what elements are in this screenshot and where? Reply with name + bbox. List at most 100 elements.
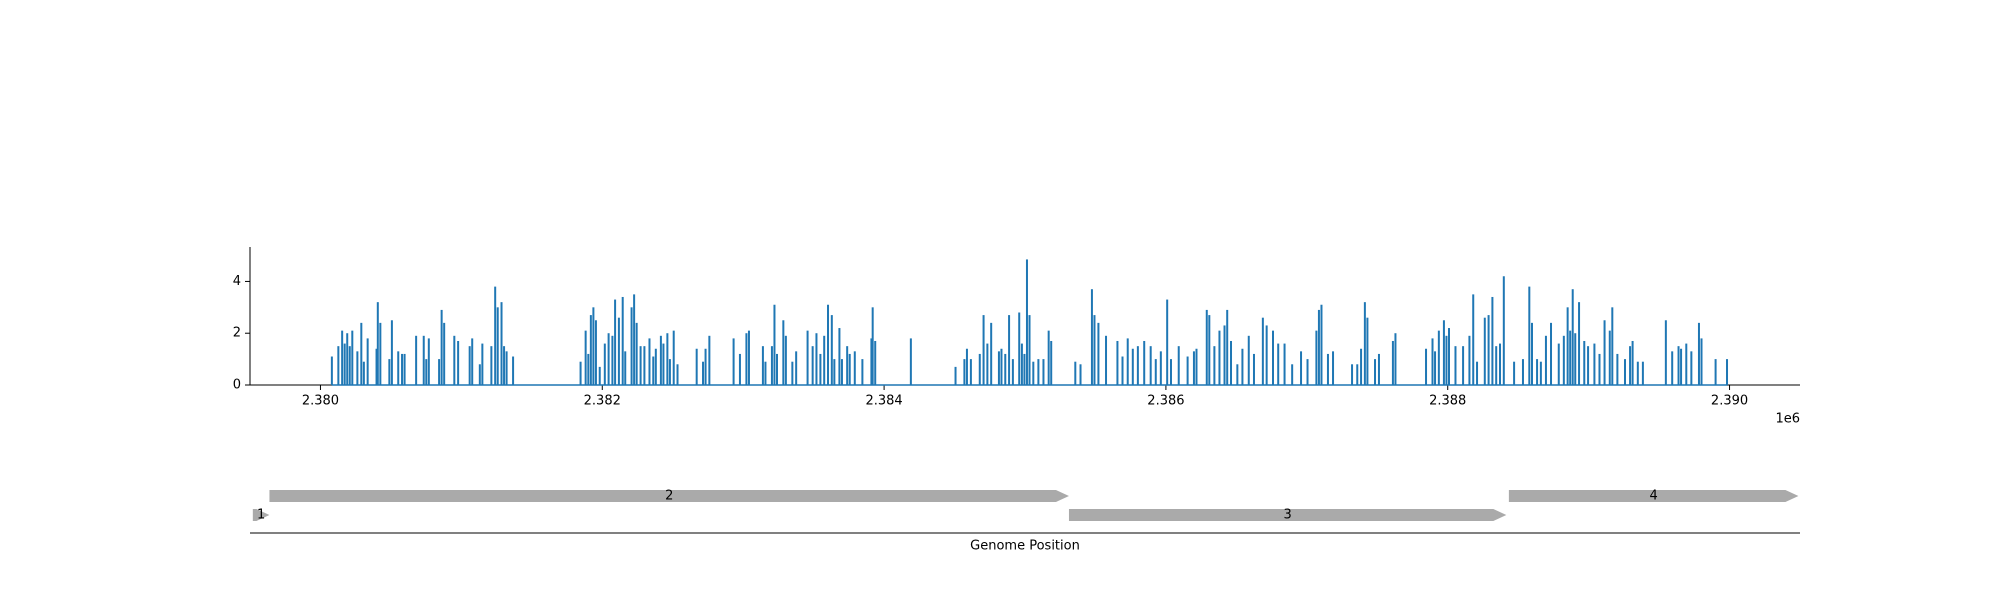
coverage-bar [589,315,592,385]
y-tick-label: 2 [233,326,241,341]
coverage-bar [1697,322,1700,385]
coverage-bar [503,346,506,385]
coverage-bar [366,338,369,385]
coverage-bar [1116,340,1119,385]
coverage-bar [672,330,675,385]
coverage-bar [1223,325,1226,385]
coverage-bar [453,335,456,385]
coverage-bar [1126,338,1129,385]
coverage-bar [969,359,972,385]
coverage-bar [1685,343,1688,385]
x-tick-label: 2.382 [584,394,621,409]
coverage-bar [1571,289,1574,385]
coverage-bar [1079,364,1082,385]
coverage-bar [397,351,400,385]
coverage-bar [990,322,993,385]
coverage-bar [494,286,497,385]
coverage-bar [443,322,446,385]
coverage-bar [1332,351,1335,385]
coverage-bar [1360,348,1363,385]
coverage-bar [1521,359,1524,385]
coverage-bar [360,322,363,385]
coverage-bar [811,346,814,385]
coverage-bar [1166,299,1169,385]
x-tick-label: 2.390 [1711,394,1748,409]
coverage-bar [438,359,441,385]
coverage-bar [1317,309,1320,385]
coverage-bar [592,307,595,385]
coverage-bar [874,340,877,385]
coverage-bar [1265,325,1268,385]
coverage-bar [1213,346,1216,385]
coverage-bar [1442,320,1445,385]
coverage-bar [654,348,657,385]
coverage-bar [427,338,430,385]
coverage-bar [1326,353,1329,385]
coverage-bar [624,351,627,385]
coverage-bar [1726,359,1729,385]
coverage-bar [401,353,404,385]
coverage-bar [702,361,705,385]
coverage-bar [1680,348,1683,385]
coverage-bar [341,330,344,385]
coverage-bar [1097,322,1100,385]
coverage-bar [403,353,406,385]
coverage-bar [1502,276,1505,385]
coverage-bar [415,335,418,385]
gene-arrow [269,490,1069,502]
coverage-bar [1261,317,1264,385]
coverage-bar [1020,343,1023,385]
coverage-bar [1149,346,1152,385]
coverage-bar [791,361,794,385]
coverage-bar [1047,330,1050,385]
x-tick-label: 2.384 [865,394,902,409]
coverage-bar [1105,335,1108,385]
coverage-bar [496,307,499,385]
coverage-bar [745,333,748,385]
coverage-bar [1539,361,1542,385]
coverage-bar [861,359,864,385]
coverage-bar [1447,328,1450,385]
coverage-bar [1090,289,1093,385]
coverage-bar [422,335,425,385]
coverage-bar [1598,353,1601,385]
coverage-bar [1377,353,1380,385]
gene-label: 2 [665,489,673,504]
x-tick-label: 2.388 [1429,394,1466,409]
coverage-bar [1569,330,1572,385]
coverage-bar [388,359,391,385]
coverage-bar [1320,304,1323,385]
x-axis-title: Genome Position [970,539,1080,554]
coverage-bar [1629,346,1632,385]
coverage-bar [1136,346,1139,385]
coverage-bar [1121,356,1124,385]
coverage-bar [784,335,787,385]
coverage-bar [1394,333,1397,385]
gene-arrow [1068,509,1507,521]
coverage-bar [614,299,617,385]
coverage-bar [1445,335,1448,385]
coverage-bar [643,346,646,385]
coverage-bar [676,364,679,385]
coverage-bar [1664,320,1667,385]
coverage-bar [1315,330,1318,385]
coverage-bar [978,353,981,385]
coverage-bar [1690,351,1693,385]
coverage-bar [1195,348,1198,385]
y-tick-label: 4 [233,274,241,289]
coverage-bar [611,335,614,385]
coverage-bar [1074,361,1077,385]
coverage-bar [1374,359,1377,385]
coverage-bar [351,330,354,385]
coverage-bar [1205,309,1208,385]
coverage-bar [1154,359,1157,385]
coverage-bar [425,359,428,385]
coverage-bar [1472,294,1475,385]
coverage-bar [607,333,610,385]
coverage-bar [1562,335,1565,385]
gene-arrow [1508,490,1799,502]
coverage-bar [1528,286,1531,385]
coverage-bar [695,348,698,385]
coverage-bar [1283,343,1286,385]
coverage-bar [362,361,365,385]
